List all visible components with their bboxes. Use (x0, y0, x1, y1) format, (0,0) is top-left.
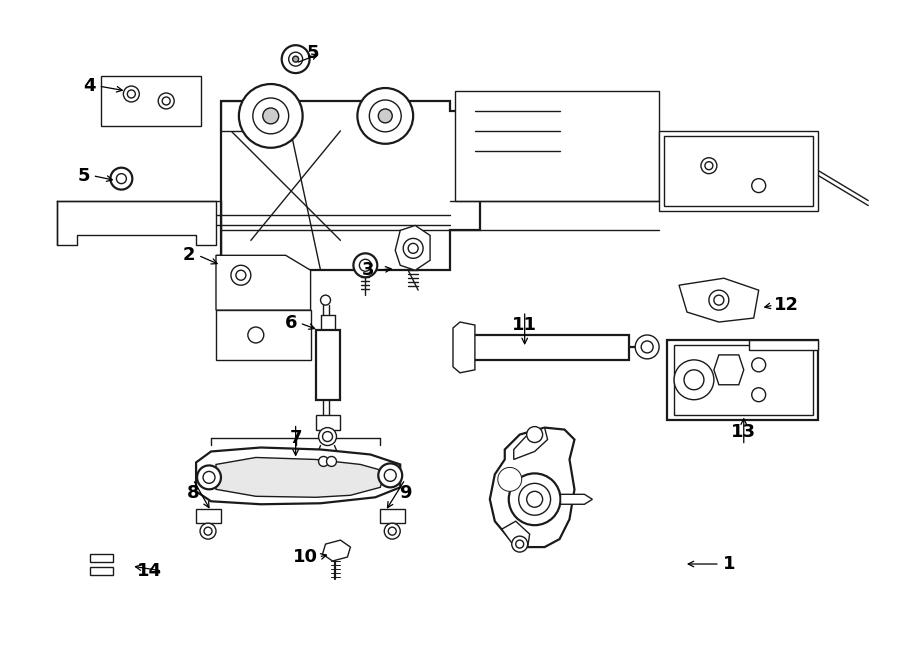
Text: 2: 2 (183, 247, 195, 264)
Circle shape (253, 98, 289, 134)
Polygon shape (679, 278, 759, 322)
Polygon shape (57, 200, 216, 245)
Circle shape (116, 174, 126, 184)
Polygon shape (674, 345, 814, 414)
Polygon shape (395, 225, 430, 270)
Polygon shape (216, 457, 385, 497)
Circle shape (319, 457, 328, 467)
Circle shape (388, 527, 396, 535)
Text: 7: 7 (290, 428, 302, 447)
Circle shape (203, 471, 215, 483)
Circle shape (526, 491, 543, 507)
Circle shape (384, 469, 396, 481)
Circle shape (357, 88, 413, 144)
Text: 14: 14 (137, 562, 162, 580)
Circle shape (111, 168, 132, 190)
Circle shape (641, 341, 653, 353)
Circle shape (204, 527, 212, 535)
Circle shape (322, 432, 332, 442)
Circle shape (701, 158, 717, 174)
Circle shape (369, 100, 401, 132)
Circle shape (158, 93, 175, 109)
Text: 5: 5 (306, 44, 319, 62)
Polygon shape (196, 447, 400, 504)
Circle shape (403, 239, 423, 258)
Circle shape (635, 335, 659, 359)
Circle shape (674, 360, 714, 400)
Circle shape (282, 45, 310, 73)
Polygon shape (714, 355, 743, 385)
Text: 10: 10 (293, 548, 318, 566)
Polygon shape (455, 91, 659, 200)
Circle shape (248, 327, 264, 343)
Circle shape (359, 259, 372, 271)
Circle shape (714, 295, 724, 305)
Text: 12: 12 (774, 296, 799, 314)
Circle shape (508, 473, 561, 525)
Text: 13: 13 (732, 422, 756, 441)
Circle shape (409, 243, 419, 253)
Polygon shape (322, 540, 350, 561)
Polygon shape (316, 330, 340, 400)
Polygon shape (221, 101, 480, 270)
Circle shape (752, 388, 766, 402)
Text: 11: 11 (512, 316, 537, 334)
Circle shape (320, 295, 330, 305)
Polygon shape (749, 340, 818, 350)
Circle shape (289, 52, 302, 66)
Circle shape (263, 108, 279, 124)
Bar (102, 76, 201, 126)
Circle shape (319, 428, 337, 446)
Circle shape (197, 465, 221, 489)
Circle shape (200, 524, 216, 539)
Circle shape (123, 86, 140, 102)
Circle shape (526, 426, 543, 442)
Polygon shape (381, 509, 405, 524)
Circle shape (518, 483, 551, 515)
Polygon shape (659, 131, 818, 210)
Circle shape (236, 270, 246, 280)
Polygon shape (453, 322, 475, 373)
Text: 6: 6 (284, 314, 297, 332)
Polygon shape (89, 567, 113, 575)
Circle shape (162, 97, 170, 105)
Polygon shape (502, 521, 530, 547)
Circle shape (378, 463, 402, 487)
Polygon shape (514, 428, 547, 459)
Polygon shape (667, 340, 818, 420)
Polygon shape (561, 494, 592, 504)
Circle shape (378, 109, 392, 123)
Circle shape (238, 84, 302, 148)
Polygon shape (664, 136, 814, 206)
Polygon shape (455, 335, 629, 360)
Circle shape (684, 370, 704, 390)
Polygon shape (316, 414, 340, 430)
Circle shape (128, 90, 135, 98)
Text: 8: 8 (187, 485, 200, 502)
Polygon shape (221, 101, 261, 131)
Circle shape (231, 265, 251, 285)
Circle shape (292, 56, 299, 62)
Circle shape (384, 524, 400, 539)
Polygon shape (89, 554, 113, 562)
Polygon shape (216, 310, 310, 360)
Text: 9: 9 (399, 485, 411, 502)
Polygon shape (196, 509, 221, 524)
Polygon shape (490, 428, 574, 547)
Circle shape (752, 178, 766, 192)
Circle shape (498, 467, 522, 491)
Circle shape (709, 290, 729, 310)
Circle shape (516, 540, 524, 548)
Circle shape (752, 358, 766, 372)
Text: 3: 3 (362, 261, 374, 279)
Text: 5: 5 (77, 167, 90, 184)
Circle shape (705, 162, 713, 170)
Text: 1: 1 (723, 555, 735, 573)
Circle shape (327, 457, 337, 467)
Circle shape (354, 253, 377, 277)
Polygon shape (216, 255, 310, 310)
Circle shape (512, 536, 527, 552)
Text: 4: 4 (84, 77, 95, 95)
